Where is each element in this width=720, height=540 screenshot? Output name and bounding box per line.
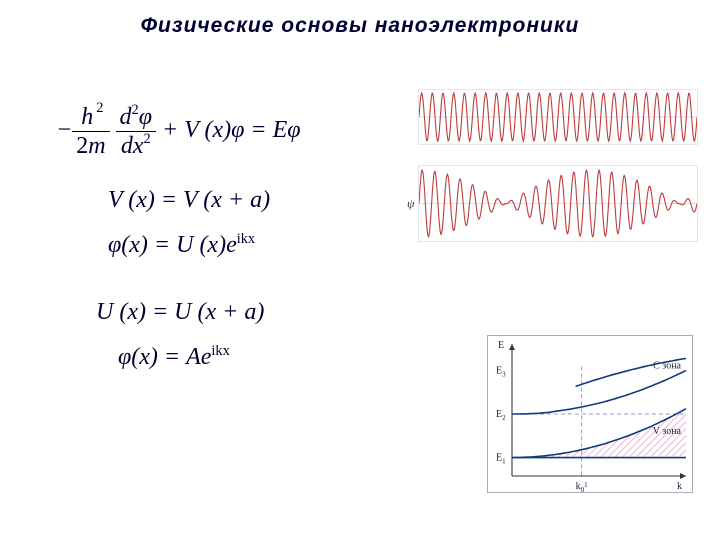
svg-text:E: E	[498, 340, 504, 351]
band-diagram: Ek E1 E2 E3 k01 C зона V зона	[487, 335, 693, 493]
equation-schrodinger: − h2 2m d2φ dx2 + V (x)φ = Eφ	[56, 105, 301, 158]
denom-dx: dx	[121, 133, 144, 159]
bloch-exp: ikx	[237, 231, 255, 247]
numer-d: d	[120, 104, 132, 130]
svg-text:C зона: C зона	[653, 360, 681, 371]
denom-2: 2	[76, 133, 88, 159]
numer-dsup: 2	[132, 102, 139, 118]
equation-free-wave: φ(x) = Aeikx	[118, 344, 230, 369]
frac-d2phi-dx2: d2φ dx2	[116, 105, 156, 158]
bloch-lhs: φ(x) = U (x)e	[108, 232, 237, 258]
denom-dxsup: 2	[144, 131, 151, 147]
wave-plot-uniform	[418, 89, 698, 145]
denom-m: m	[88, 133, 105, 159]
svg-text:k: k	[677, 481, 682, 492]
numer-h: h	[81, 104, 93, 130]
wave-svg-1	[419, 90, 697, 144]
frac-h2-2m: h2 2m	[72, 105, 109, 158]
schrodinger-tail: + V (x)φ = Eφ	[156, 117, 300, 143]
wave-svg-2	[419, 166, 697, 241]
svg-text:k01: k01	[576, 481, 589, 492]
numer-phi: φ	[139, 104, 152, 130]
equation-bloch: φ(x) = U (x)eikx	[108, 232, 255, 257]
page-title: Физические основы наноэлектроники	[0, 14, 720, 38]
equation-u-periodic: U (x) = U (x + a)	[96, 300, 264, 324]
free-exp: ikx	[211, 343, 229, 359]
svg-text:E1: E1	[496, 453, 506, 466]
svg-text:E3: E3	[496, 365, 506, 378]
free-lhs: φ(x) = Ae	[118, 344, 211, 370]
svg-text:E2: E2	[496, 409, 506, 422]
numer-hsup: 2	[96, 100, 103, 116]
wave-plot-beating: ψ	[418, 165, 698, 242]
equation-periodic-potential: V (x) = V (x + a)	[108, 188, 270, 212]
wave2-ylabel: ψ	[407, 196, 414, 211]
svg-text:V зона: V зона	[653, 426, 682, 437]
band-svg: Ek E1 E2 E3 k01 C зона V зона	[488, 336, 692, 492]
